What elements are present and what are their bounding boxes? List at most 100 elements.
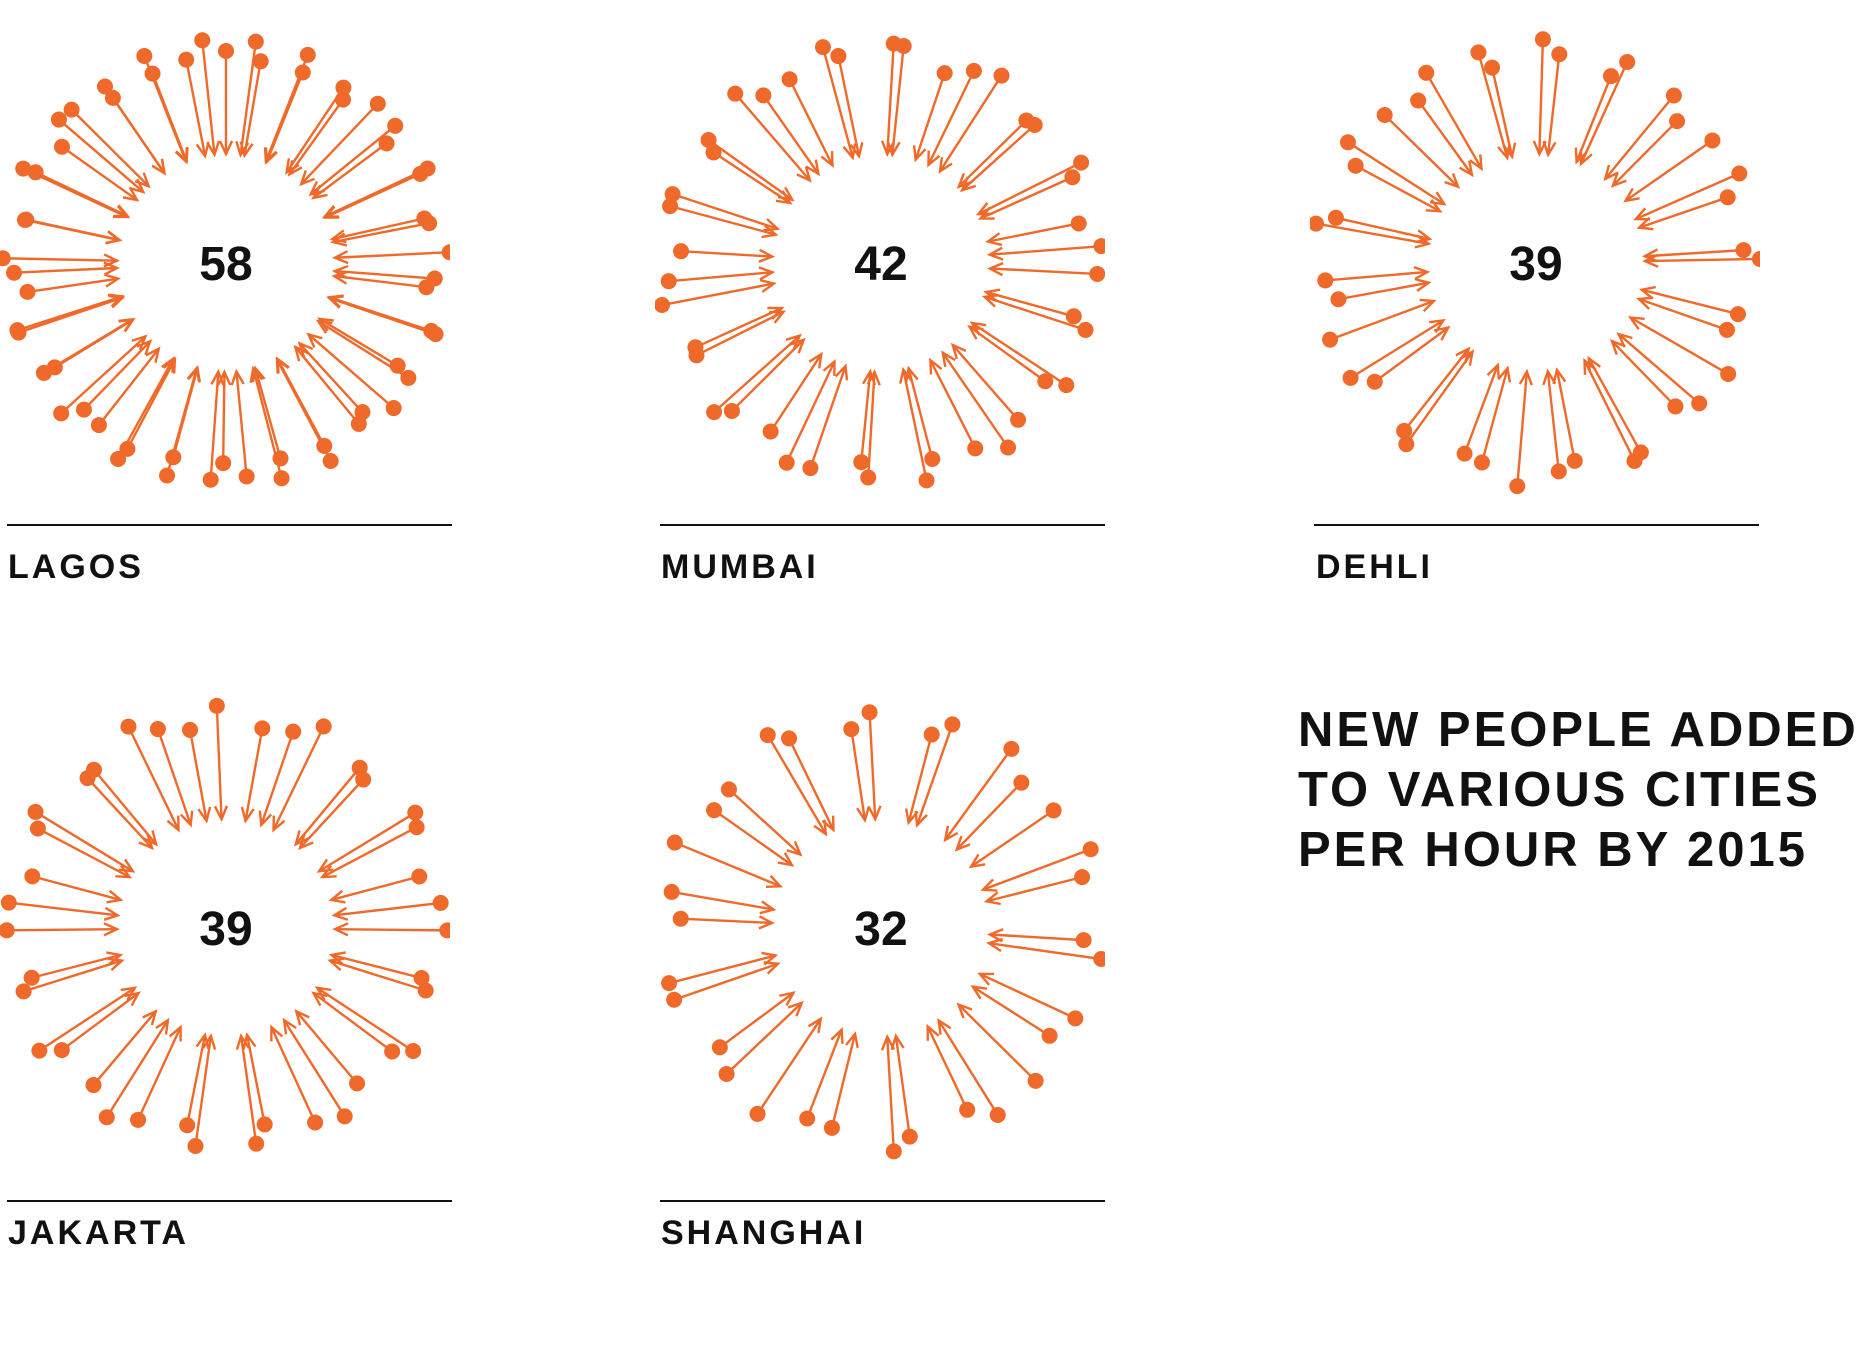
arrow-mark-dehli-28 — [1322, 298, 1437, 348]
arrow-head — [187, 365, 202, 383]
arrow-shaft — [944, 748, 1013, 841]
arrow-mark-shanghai-13 — [956, 1002, 1044, 1089]
person-dot — [315, 718, 332, 735]
arrow-mark-mumbai-10 — [985, 215, 1087, 247]
arrow-mark-jakarta-12 — [328, 951, 430, 987]
arrow-mark-jakarta-6 — [298, 771, 372, 851]
arrow-head — [1497, 143, 1511, 161]
arrow-head — [118, 858, 136, 873]
person-dot — [1064, 169, 1081, 186]
arrow-head — [1583, 358, 1597, 375]
person-dot — [1731, 165, 1748, 182]
person-dot — [1534, 31, 1551, 48]
arrow-head — [168, 1024, 182, 1042]
person-dot — [781, 730, 798, 747]
arrow-shaft — [1583, 360, 1636, 462]
person-dot — [31, 1042, 48, 1059]
arrow-head — [1638, 285, 1656, 300]
arrow-shaft — [35, 171, 129, 218]
person-dot — [27, 803, 44, 820]
arrow-mark-shanghai-21 — [718, 1000, 804, 1082]
arrow-mark-shanghai-32 — [843, 721, 871, 824]
arrow-mark-dehli-9 — [1636, 189, 1736, 231]
arrow-shaft — [329, 296, 432, 333]
person-dot — [664, 186, 681, 203]
person-dot — [384, 1043, 401, 1060]
arrow-shaft — [97, 348, 160, 426]
arrow-head — [758, 915, 775, 930]
arrow-mark-jakarta-4 — [272, 718, 332, 833]
value-label-shanghai: 32 — [854, 903, 907, 956]
arrow-mark-mumbai-38 — [727, 85, 812, 183]
person-dot — [307, 1114, 324, 1131]
arrow-mark-lagos-21 — [315, 319, 417, 386]
arrow-shaft — [312, 142, 388, 199]
arrow-mark-shanghai-11 — [977, 972, 1084, 1027]
arrow-mark-lagos-43 — [19, 273, 121, 300]
arrow-shaft — [276, 358, 326, 447]
arrow-head — [122, 186, 140, 202]
arrow-mark-shanghai-1 — [861, 704, 882, 823]
arrow-mark-mumbai-35 — [664, 186, 781, 232]
arrow-mark-lagos-6 — [285, 79, 352, 175]
person-dot — [1010, 411, 1027, 428]
arrow-head — [161, 355, 175, 373]
arrow-mark-jakarta-33 — [29, 820, 133, 879]
arrow-mark-mumbai-15 — [969, 321, 1075, 394]
arrow-mark-dehli-13 — [1636, 296, 1735, 338]
arrow-shaft — [984, 295, 1086, 332]
arrow-head — [1469, 154, 1483, 172]
arrow-head — [1542, 140, 1557, 158]
person-dot — [120, 718, 137, 735]
arrow-shaft — [61, 992, 140, 1052]
arrow-head — [765, 874, 783, 889]
arrow-shaft — [673, 962, 779, 1001]
arrow-shaft — [668, 271, 773, 283]
arrow-mark-mumbai-24 — [802, 363, 849, 477]
arrow-head — [195, 141, 210, 159]
city-panel-lagos: 58 LAGOS — [0, 25, 452, 625]
person-dot — [718, 1065, 735, 1082]
city-label: MUMBAI — [661, 548, 819, 586]
arrow-shaft — [680, 917, 773, 925]
arrow-head — [959, 176, 977, 193]
arrow-shaft — [867, 371, 876, 478]
person-dot — [63, 101, 80, 118]
arrow-head — [1609, 339, 1626, 356]
arrow-head — [967, 325, 984, 340]
arrow-shaft — [728, 788, 802, 856]
arrow-shaft — [1315, 222, 1429, 245]
arrow-shaft — [252, 368, 283, 479]
chart-title: NEW PEOPLE ADDED TO VARIOUS CITIES PER H… — [1298, 700, 1858, 880]
person-dot — [706, 802, 723, 819]
person-dot — [441, 244, 450, 261]
arrow-shaft — [31, 953, 121, 979]
arrow-mark-jakarta-28 — [15, 957, 125, 1000]
person-dot — [350, 415, 367, 432]
person-dot — [182, 721, 199, 738]
arrow-shaft — [756, 1018, 822, 1115]
person-dot — [413, 970, 430, 987]
person-dot — [1484, 59, 1501, 76]
person-dot — [417, 982, 434, 999]
person-dot — [0, 250, 11, 267]
person-dot — [1347, 157, 1364, 174]
arrow-head — [1616, 332, 1633, 348]
person-dot — [46, 359, 63, 376]
arrow-mark-lagos-42 — [9, 293, 125, 339]
arrow-head — [217, 369, 232, 386]
arrow-mark-mumbai-29 — [688, 310, 787, 364]
title-line: TO VARIOUS CITIES — [1298, 763, 1821, 817]
arrow-mark-lagos-49 — [27, 164, 131, 218]
arrow-shaft — [318, 317, 399, 367]
arrow-shaft — [331, 875, 420, 902]
arrow-shaft — [668, 954, 776, 985]
person-dot — [1376, 106, 1393, 123]
person-dot — [1550, 463, 1567, 480]
arrow-shaft — [294, 766, 361, 846]
arrow-shaft — [1546, 371, 1560, 472]
arrow-shaft — [907, 368, 934, 460]
arrow-head — [322, 204, 340, 218]
arrow-mark-lagos-58 — [194, 32, 221, 158]
person-dot — [1456, 445, 1473, 462]
